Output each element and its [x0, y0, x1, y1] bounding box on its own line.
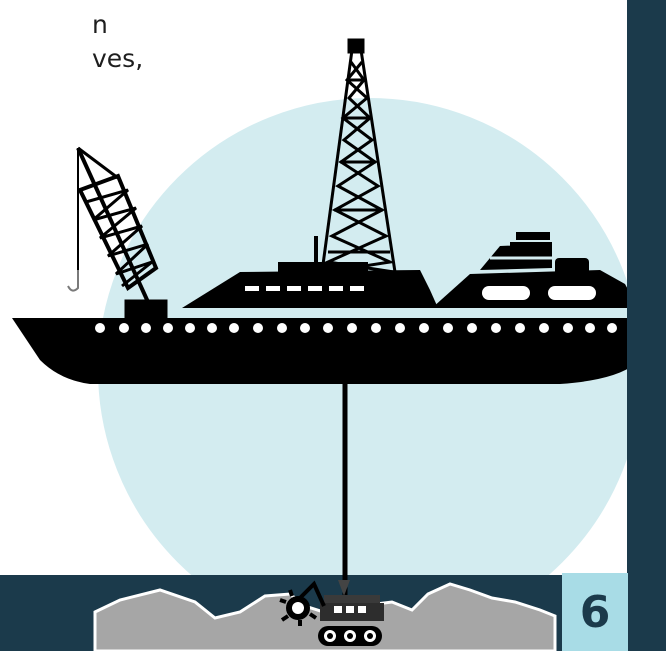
- page-number: 6: [579, 586, 611, 638]
- text-line-2: ves,: [92, 44, 144, 73]
- page-number-badge: 6: [562, 573, 628, 651]
- text-fragment: n ves,: [92, 8, 143, 76]
- text-line-1: n: [92, 10, 108, 39]
- drill-ship-icon: [12, 232, 645, 384]
- right-sidebar-bar: [627, 0, 666, 651]
- seafloor-mining-robot-icon: [279, 580, 384, 646]
- drilling-derrick-icon: [314, 38, 397, 274]
